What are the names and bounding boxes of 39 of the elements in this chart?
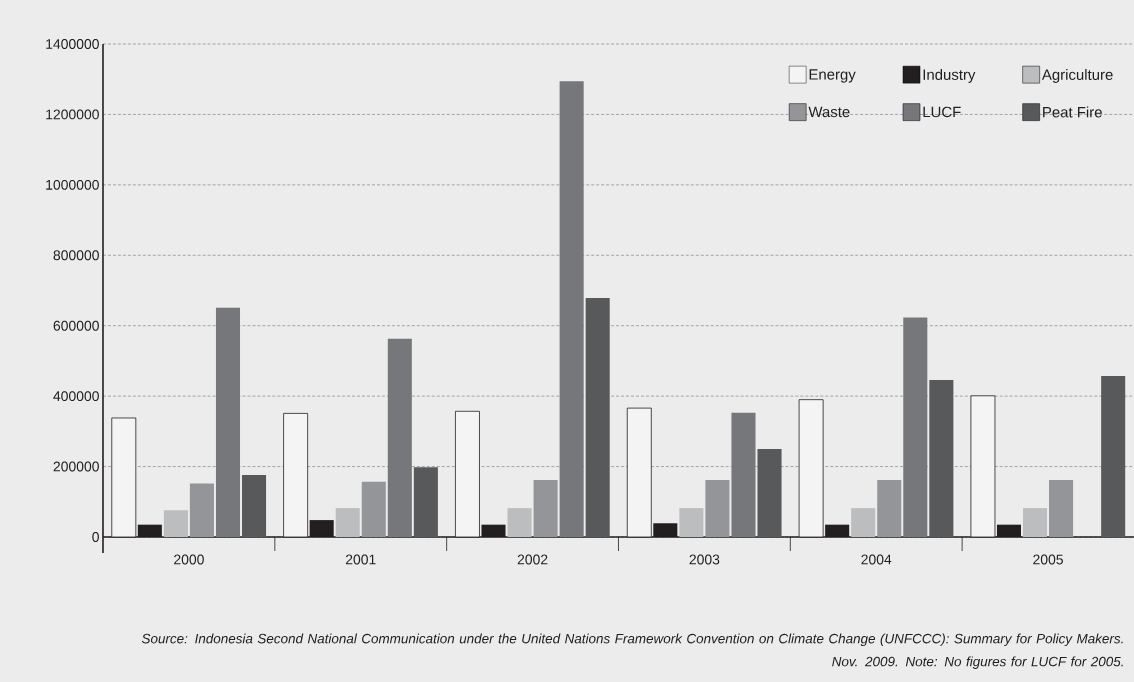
bar xyxy=(413,467,438,537)
legend-label: Peat Fire xyxy=(1043,106,1102,118)
bar xyxy=(507,508,532,537)
bar xyxy=(335,508,360,537)
x-tick-label: 2004 xyxy=(861,554,892,565)
bar xyxy=(163,510,188,537)
bar xyxy=(705,479,730,537)
x-tick-label: 2001 xyxy=(345,554,376,565)
bar xyxy=(877,479,902,537)
y-tick-label: 0 xyxy=(92,532,99,542)
legend-label: Waste xyxy=(808,106,850,118)
y-tick-label: 200000 xyxy=(53,461,99,472)
legend-label: Industry xyxy=(923,68,976,83)
y-tick-label: 400000 xyxy=(53,391,99,402)
bar xyxy=(242,475,267,537)
bar xyxy=(1101,376,1126,537)
bar xyxy=(361,481,386,537)
bar xyxy=(585,297,610,537)
x-tick-label: 2003 xyxy=(689,554,720,565)
bar xyxy=(929,379,954,537)
y-tick-label: 800000 xyxy=(53,250,99,261)
y-tick-label: 1200000 xyxy=(46,109,99,120)
y-tick-label: 1000000 xyxy=(46,179,99,190)
bar xyxy=(679,508,704,537)
legend-label: LUCF xyxy=(923,106,961,118)
y-tick-label: 1400000 xyxy=(46,39,99,49)
source-note: Source: Indonesia Second National Communication under the United Nations Framework Convention on Climate Change (UNFCCC): Summary for Policy Makers. Nov. 2009. Note: No figures for LUCF for 2005. xyxy=(141,633,1123,669)
bar xyxy=(851,508,876,537)
bar xyxy=(1023,508,1048,537)
legend-label: Agriculture xyxy=(1041,68,1113,83)
bar xyxy=(189,483,214,537)
y-tick-label: 600000 xyxy=(53,320,99,331)
x-tick-label: 2005 xyxy=(1033,554,1063,565)
x-tick-label: 2002 xyxy=(517,554,548,565)
bar xyxy=(1049,479,1074,537)
x-tick-label: 2000 xyxy=(174,554,204,565)
bar xyxy=(533,479,558,537)
legend-label: Energy xyxy=(809,69,856,83)
bar xyxy=(757,448,782,537)
